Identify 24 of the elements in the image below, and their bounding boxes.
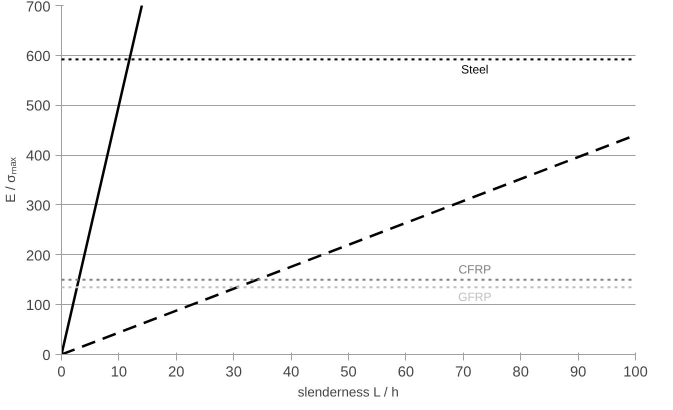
x-tick-label: 30 xyxy=(226,364,242,380)
x-tick-label: 20 xyxy=(168,364,184,380)
x-tick-label: 10 xyxy=(110,364,128,380)
y-axis-title: E / σₘₐₓ xyxy=(3,156,18,203)
y-tick-label: 100 xyxy=(26,298,51,314)
y-tick-label: 700 xyxy=(26,0,51,16)
y-tick-label: 400 xyxy=(26,148,51,165)
x-axis-title: slenderness L / h xyxy=(298,384,399,400)
y-tick-label: 600 xyxy=(26,48,51,65)
ref-line-label: Steel xyxy=(461,62,488,76)
x-tick-label: 0 xyxy=(57,364,66,380)
x-tick-label: 60 xyxy=(398,364,414,380)
y-tick-label: 300 xyxy=(26,198,51,214)
x-tick-label: 100 xyxy=(623,364,648,380)
y-tick-label: 500 xyxy=(26,98,51,115)
ref-line-label: GFRP xyxy=(458,290,492,304)
y-tick-label: 200 xyxy=(26,248,51,264)
x-tick-label: 80 xyxy=(512,364,529,380)
x-tick-label: 70 xyxy=(455,364,472,380)
y-tick-label: 0 xyxy=(42,348,51,364)
x-tick-label: 90 xyxy=(570,364,586,380)
x-tick-label: 50 xyxy=(340,364,357,380)
ref-line-label: CFRP xyxy=(458,262,492,277)
x-tick-label: 40 xyxy=(282,364,300,380)
